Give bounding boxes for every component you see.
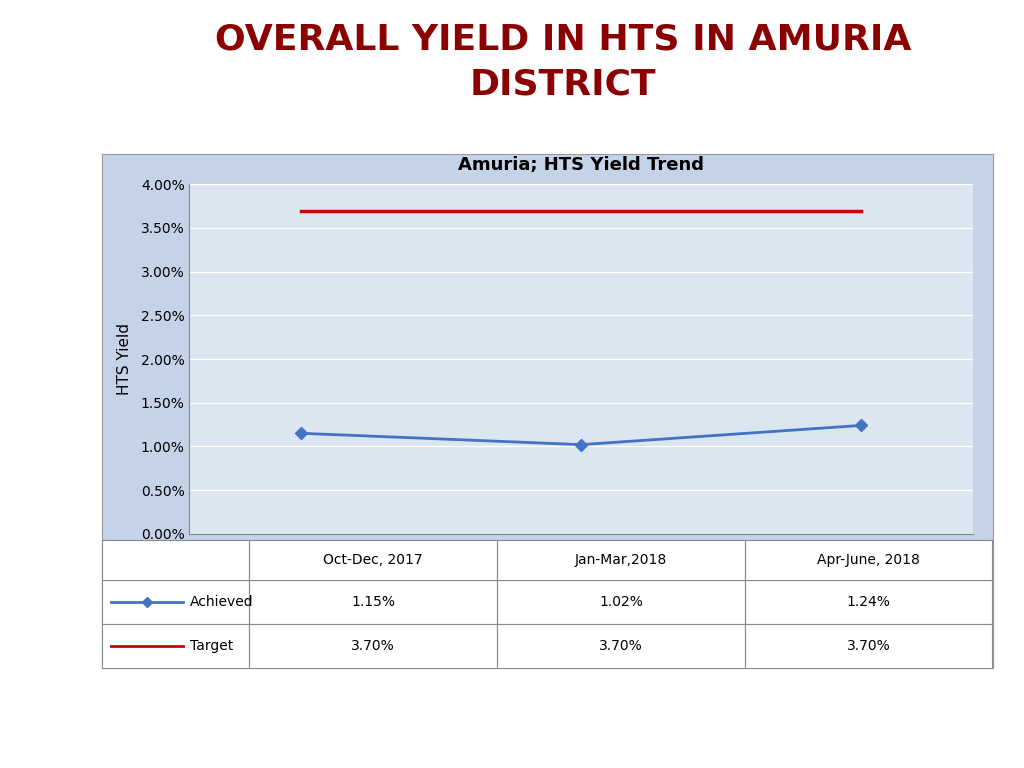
Bar [744, 540, 992, 580]
Bar [250, 540, 497, 580]
Text: 1.15%: 1.15% [351, 595, 395, 609]
Text: Jan-Mar,2018: Jan-Mar,2018 [535, 551, 628, 566]
Text: Jan-Mar,2018: Jan-Mar,2018 [574, 553, 667, 567]
Bar [102, 580, 250, 624]
Bar [497, 580, 744, 624]
Text: Apr-June, 2018: Apr-June, 2018 [809, 551, 912, 566]
Text: Apr-June, 2018: Apr-June, 2018 [817, 553, 920, 567]
Bar [250, 624, 497, 668]
Text: 1.02%: 1.02% [599, 595, 643, 609]
Title: Amuria; HTS Yield Trend: Amuria; HTS Yield Trend [458, 157, 705, 174]
Text: 3.70%: 3.70% [599, 639, 643, 653]
Text: 1.24%: 1.24% [847, 595, 891, 609]
Text: Oct-Dec, 2017: Oct-Dec, 2017 [324, 553, 423, 567]
Text: 3.70%: 3.70% [351, 639, 395, 653]
Bar [102, 540, 250, 580]
Text: Oct-Dec, 2017: Oct-Dec, 2017 [252, 551, 351, 566]
Bar [497, 540, 744, 580]
Y-axis label: HTS Yield: HTS Yield [118, 323, 132, 395]
Bar [744, 580, 992, 624]
Text: OVERALL YIELD IN HTS IN AMURIA
DISTRICT: OVERALL YIELD IN HTS IN AMURIA DISTRICT [215, 23, 911, 101]
Text: Achieved: Achieved [190, 595, 254, 609]
Text: Target: Target [190, 639, 233, 653]
Bar [744, 624, 992, 668]
Bar [250, 580, 497, 624]
Bar [497, 624, 744, 668]
Text: 3.70%: 3.70% [847, 639, 891, 653]
Bar [102, 624, 250, 668]
